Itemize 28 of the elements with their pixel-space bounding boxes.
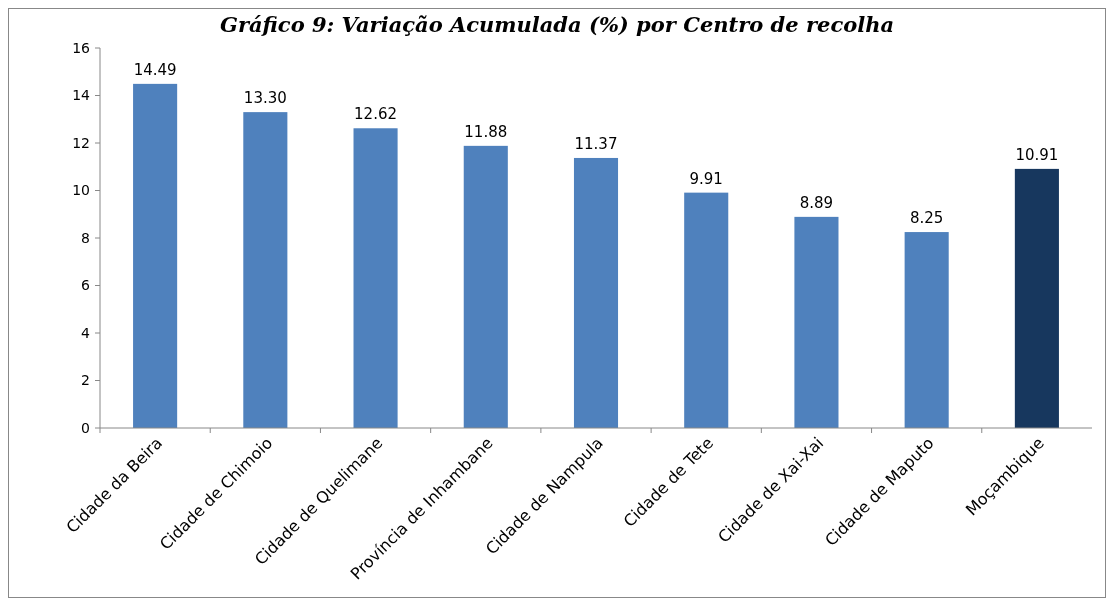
bar [1014,168,1059,428]
data-label: 9.91 [689,169,723,188]
y-tick-label: 6 [81,277,91,294]
chart-title: Gráfico 9: Variação Acumulada (%) por Centro de recolha [219,12,895,37]
bar [794,216,839,428]
y-tick-label: 14 [72,87,91,104]
data-label: 8.89 [799,193,834,212]
bar [463,145,508,428]
y-tick-label: 2 [81,372,90,389]
bar [573,157,619,428]
data-label: 10.91 [1015,145,1059,164]
bar [133,83,178,428]
y-tick-label: 8 [81,229,90,246]
bar [243,112,288,428]
y-tick-label: 16 [72,39,91,56]
y-tick-label: 0 [81,419,90,436]
data-label: 14.49 [133,60,177,79]
data-label: 8.25 [909,209,944,228]
y-tick-label: 12 [72,134,90,151]
data-label: 12.62 [354,105,398,124]
y-tick-label: 10 [72,182,90,199]
data-label: 13.30 [243,89,287,108]
data-label: 11.88 [464,122,508,141]
y-tick-label: 4 [81,324,91,341]
bar [684,192,729,428]
bar [904,232,949,428]
data-label: 11.37 [574,134,618,153]
bar [353,128,398,428]
